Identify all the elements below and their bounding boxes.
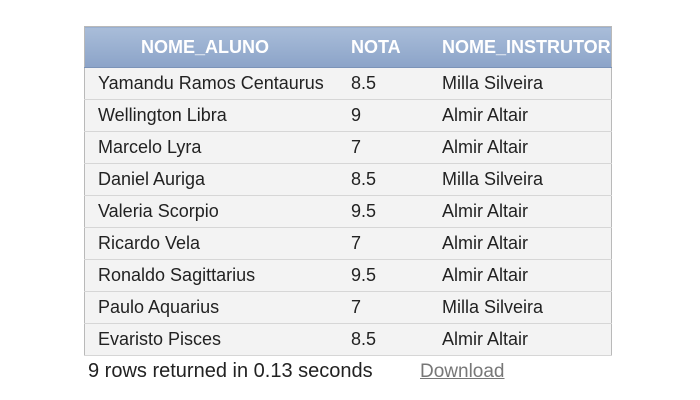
results-footer: 9 rows returned in 0.13 seconds Download [88, 360, 608, 386]
cell-nota: 8.5 [325, 67, 425, 100]
cell-nota: 9.5 [325, 259, 425, 292]
cell-nota: 8.5 [325, 323, 425, 356]
table-row: Marcelo Lyra 7 Almir Altair [84, 131, 612, 164]
cell-nota: 8.5 [325, 163, 425, 196]
column-header-nota: NOTA [325, 26, 425, 68]
cell-nome-instrutor: Milla Silveira [425, 67, 612, 100]
cell-nota: 7 [325, 131, 425, 164]
results-table: NOME_ALUNO NOTA NOME_INSTRUTOR Yamandu R… [84, 26, 612, 356]
column-header-nome-instrutor: NOME_INSTRUTOR [425, 26, 612, 68]
query-status-text: 9 rows returned in 0.13 seconds [88, 360, 373, 382]
table-row: Daniel Auriga 8.5 Milla Silveira [84, 163, 612, 196]
cell-nota: 9 [325, 99, 425, 132]
cell-nome-aluno: Yamandu Ramos Centaurus [84, 67, 325, 100]
cell-nome-instrutor: Almir Altair [425, 323, 612, 356]
table-row: Yamandu Ramos Centaurus 8.5 Milla Silveira [84, 67, 612, 100]
cell-nome-instrutor: Almir Altair [425, 195, 612, 228]
cell-nome-aluno: Marcelo Lyra [84, 131, 325, 164]
table-header-row: NOME_ALUNO NOTA NOME_INSTRUTOR [84, 26, 612, 68]
download-link[interactable]: Download [420, 361, 505, 382]
cell-nome-aluno: Ricardo Vela [84, 227, 325, 260]
cell-nome-aluno: Paulo Aquarius [84, 291, 325, 324]
cell-nome-instrutor: Almir Altair [425, 227, 612, 260]
cell-nome-aluno: Daniel Auriga [84, 163, 325, 196]
cell-nota: 7 [325, 291, 425, 324]
cell-nome-aluno: Ronaldo Sagittarius [84, 259, 325, 292]
cell-nome-aluno: Wellington Libra [84, 99, 325, 132]
cell-nota: 7 [325, 227, 425, 260]
table-row: Wellington Libra 9 Almir Altair [84, 99, 612, 132]
table-row: Paulo Aquarius 7 Milla Silveira [84, 291, 612, 324]
cell-nome-aluno: Evaristo Pisces [84, 323, 325, 356]
cell-nome-instrutor: Almir Altair [425, 131, 612, 164]
results-table-container: NOME_ALUNO NOTA NOME_INSTRUTOR Yamandu R… [84, 26, 612, 356]
cell-nome-instrutor: Almir Altair [425, 259, 612, 292]
column-header-nome-aluno: NOME_ALUNO [84, 26, 325, 68]
cell-nome-instrutor: Almir Altair [425, 99, 612, 132]
cell-nome-aluno: Valeria Scorpio [84, 195, 325, 228]
table-row: Ronaldo Sagittarius 9.5 Almir Altair [84, 259, 612, 292]
table-row: Evaristo Pisces 8.5 Almir Altair [84, 323, 612, 356]
table-row: Valeria Scorpio 9.5 Almir Altair [84, 195, 612, 228]
cell-nota: 9.5 [325, 195, 425, 228]
cell-nome-instrutor: Milla Silveira [425, 291, 612, 324]
table-row: Ricardo Vela 7 Almir Altair [84, 227, 612, 260]
cell-nome-instrutor: Milla Silveira [425, 163, 612, 196]
